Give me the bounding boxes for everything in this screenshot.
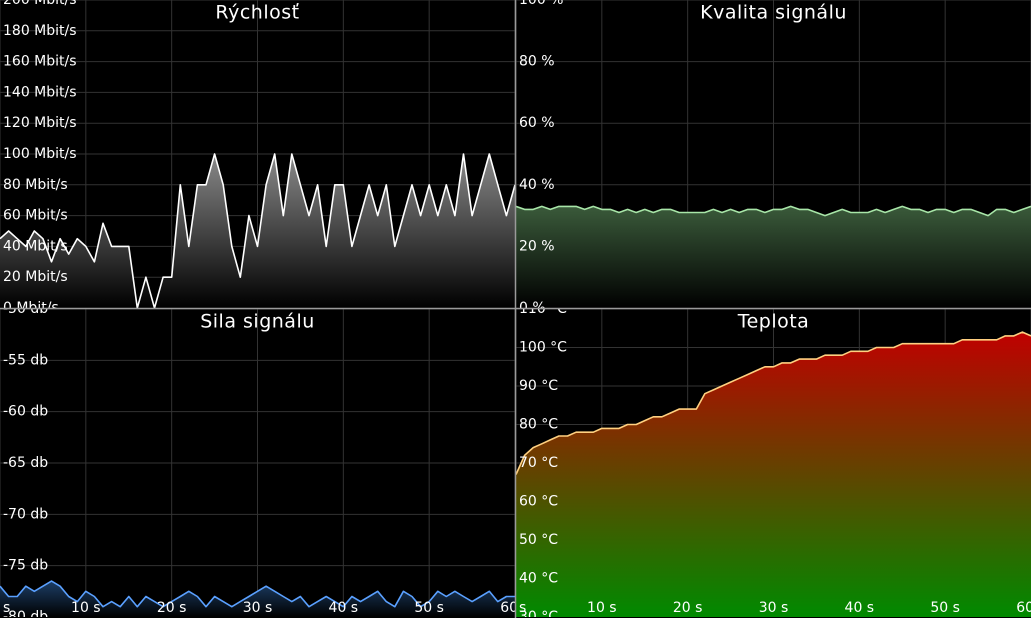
line xyxy=(0,153,515,308)
area xyxy=(0,581,515,617)
y-tick-label: 200 Mbit/s xyxy=(3,0,77,8)
x-tick-label: 40 s xyxy=(329,600,359,616)
y-tick-label: 40 °C xyxy=(519,571,558,587)
area xyxy=(516,206,1031,308)
y-tick-label: 70 °C xyxy=(519,455,558,471)
y-tick-label: -60 db xyxy=(3,404,48,420)
x-tick-label: 40 s xyxy=(845,600,875,616)
x-tick-label: 10 s xyxy=(587,600,617,616)
x-tick-label: 60 s xyxy=(1016,600,1031,616)
line xyxy=(0,580,515,608)
y-tick-label: 80 Mbit/s xyxy=(3,177,68,193)
panel: 0 Mbit/s 20 Mbit/s 40 Mbit/s 60 Mbit/s 80 Mb… xyxy=(0,0,515,316)
y-tick-label: 0 Mbit/s xyxy=(3,300,59,316)
y-tick-label: -80 db xyxy=(3,609,48,618)
y-tick-label: 180 Mbit/s xyxy=(3,23,77,39)
x-tick-label: 30 s xyxy=(759,600,789,616)
y-tick-label: 100 °C xyxy=(519,340,567,356)
x-tick-label: 0 s xyxy=(0,600,10,616)
area xyxy=(0,154,515,308)
y-tick-label: 80 °C xyxy=(519,417,558,433)
y-tick-label: 90 °C xyxy=(519,378,558,394)
y-tick-label: 30 °C xyxy=(519,609,558,618)
line xyxy=(516,331,1031,475)
x-tick-label: 50 s xyxy=(930,600,960,616)
x-tick-label: 50 s xyxy=(414,600,444,616)
chart-title: Teplota xyxy=(737,311,810,333)
y-tick-label: 100 % xyxy=(519,0,563,8)
x-tick-label: 30 s xyxy=(243,600,273,616)
y-tick-label: 0 % xyxy=(519,300,546,316)
y-tick-label: 20 Mbit/s xyxy=(3,269,68,285)
y-tick-label: 40 % xyxy=(519,177,555,193)
panel: 0 % 20 % 40 % 60 % 80 % 100 % Kvalita signálu xyxy=(516,0,1031,316)
y-tick-label: 20 % xyxy=(519,238,555,254)
y-tick-label: 100 Mbit/s xyxy=(3,146,77,162)
area xyxy=(516,332,1031,617)
panel: -80 db -75 db -70 db -65 db -60 db -55 db -50 … xyxy=(0,301,530,618)
y-tick-label: 60 Mbit/s xyxy=(3,208,68,224)
y-tick-label: -75 db xyxy=(3,558,48,574)
y-tick-label: 60 % xyxy=(519,115,555,131)
y-tick-label: 140 Mbit/s xyxy=(3,84,77,100)
y-tick-label: 160 Mbit/s xyxy=(3,54,77,70)
y-tick-label: 110 °C xyxy=(519,301,567,317)
x-tick-label: 10 s xyxy=(71,600,101,616)
y-tick-label: -65 db xyxy=(3,455,48,471)
line xyxy=(516,205,1031,217)
y-tick-label: 60 °C xyxy=(519,494,558,510)
x-tick-label: 20 s xyxy=(157,600,187,616)
y-tick-label: 80 % xyxy=(519,54,555,70)
y-tick-label: -55 db xyxy=(3,352,48,368)
x-tick-label: 20 s xyxy=(673,600,703,616)
chart-title: Kvalita signálu xyxy=(700,2,847,24)
chart-title: Sila signálu xyxy=(200,311,315,333)
y-tick-label: 40 Mbit/s xyxy=(3,238,68,254)
chart-title: Rýchlosť xyxy=(215,2,299,24)
y-tick-label: 120 Mbit/s xyxy=(3,115,77,131)
panel: 30 °C 40 °C 50 °C 60 °C 70 °C 80 °C 90 °C 100 °… xyxy=(506,301,1031,618)
x-tick-label: 60 s xyxy=(500,600,530,616)
y-tick-label: -50 db xyxy=(3,301,48,317)
y-tick-label: 50 °C xyxy=(519,532,558,548)
x-tick-label: 0 s xyxy=(506,600,527,616)
y-tick-label: -70 db xyxy=(3,506,48,522)
